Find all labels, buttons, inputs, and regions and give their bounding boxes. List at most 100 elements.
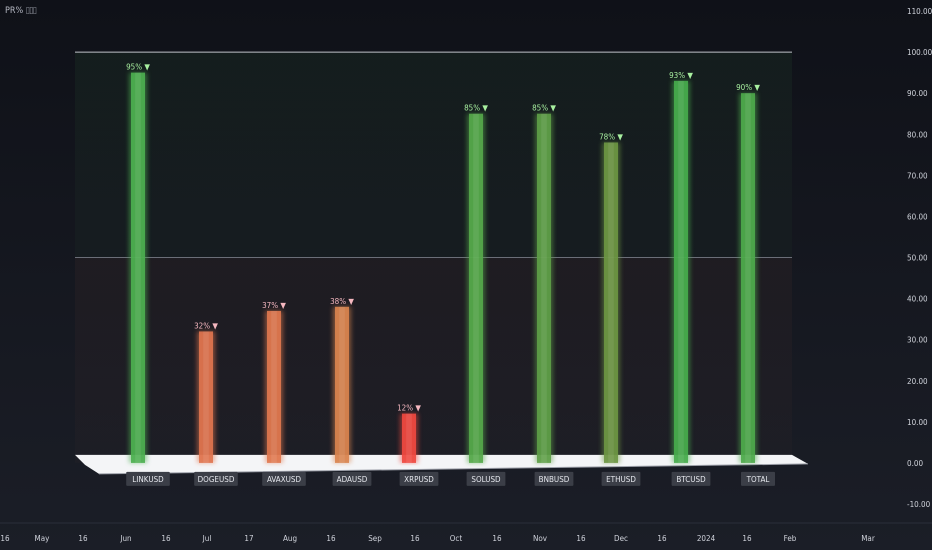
- ticker-label-text: DOGEUSD: [198, 475, 235, 484]
- bar-highlight: [406, 413, 412, 463]
- bar-dogeusd: [199, 331, 213, 463]
- ticker-label-bg: [741, 471, 775, 486]
- value-label: 93% ▼: [669, 71, 693, 80]
- y-axis-labels: 110.00 100.00 90.00 80.00 70.00 60.00 50.00 40.…: [907, 7, 932, 509]
- ticker-label-bg: [534, 471, 574, 486]
- bar-highlight: [745, 93, 751, 463]
- ticker-label-bg: [601, 471, 641, 486]
- bar-highlight: [339, 306, 345, 463]
- ticker-label-bg: [194, 471, 238, 486]
- ticker-label-text: AVAXUSD: [267, 475, 302, 484]
- time-tick-label: Oct: [450, 534, 463, 543]
- time-tick-label: 16: [410, 534, 420, 543]
- ticker-label-bg: [332, 471, 372, 486]
- y-tick-label: 110.00: [907, 7, 932, 16]
- time-tick-label: Sep: [368, 534, 382, 543]
- time-tick-label: Nov: [533, 534, 548, 543]
- time-tick-label: 16: [0, 534, 10, 543]
- ticker-label-text: ETHUSD: [606, 475, 636, 484]
- ticker-label-text: BNBUSD: [539, 475, 570, 484]
- value-label: 37% ▼: [262, 301, 286, 310]
- ticker-label-bg: [466, 471, 506, 486]
- ticker-label-xrpusd: XRPUSD: [399, 471, 439, 486]
- time-tick-label: 16: [657, 534, 667, 543]
- y-tick-label: -10.00: [907, 500, 931, 509]
- bar-highlight: [678, 80, 684, 463]
- ticker-label-adausd: ADAUSD: [332, 471, 372, 486]
- y-tick-label: 10.00: [907, 418, 928, 427]
- value-label: 85% ▼: [464, 104, 488, 113]
- bar-highlight: [608, 142, 614, 463]
- value-label: 85% ▼: [532, 104, 556, 113]
- time-tick-label: Jun: [119, 534, 131, 543]
- indicator-name: PR%: [5, 6, 24, 16]
- time-tick-label: 16: [742, 534, 752, 543]
- value-label: 90% ▼: [736, 83, 760, 92]
- time-tick-label: Mar: [861, 534, 875, 543]
- ticker-label-bg: [126, 471, 170, 486]
- time-tick-label: 17: [244, 534, 253, 543]
- ticker-label-bg: [262, 471, 306, 486]
- bar-bnbusd: [537, 113, 551, 463]
- y-tick-label: 20.00: [907, 377, 928, 386]
- bar-ethusd: [604, 142, 618, 463]
- y-tick-label: 100.00: [907, 48, 932, 57]
- bars: 95% ▼ LINKUSD 32% ▼ DOGEUSD 37% ▼ AVAXUSD 38% …: [126, 63, 775, 486]
- ticker-label-btcusd: BTCUSD: [671, 471, 711, 486]
- ticker-label-dogeusd: DOGEUSD: [194, 471, 238, 486]
- value-label: 32% ▼: [194, 321, 218, 330]
- value-label: 12% ▼: [397, 404, 421, 413]
- ticker-label-bnbusd: BNBUSD: [534, 471, 574, 486]
- ticker-label-solusd: SOLUSD: [466, 471, 506, 486]
- time-tick-label: Dec: [614, 534, 628, 543]
- bar-btcusd: [674, 80, 688, 463]
- y-tick-label: 80.00: [907, 130, 928, 139]
- time-axis: 16 May 16 Jun 16 Jul 17 Aug 16 Sep 16 Oct 16 Nov 16 Dec…: [0, 522, 932, 543]
- bar-total: [741, 93, 755, 463]
- bar-highlight: [271, 310, 277, 463]
- ticker-label-linkusd: LINKUSD: [126, 471, 170, 486]
- bar-highlight: [473, 113, 479, 463]
- time-tick-label: 16: [161, 534, 171, 543]
- bar-xrpusd: [402, 413, 416, 463]
- ticker-label-bg: [399, 471, 439, 486]
- baseline-platform: [75, 454, 809, 475]
- time-tick-label: Feb: [784, 534, 797, 543]
- ticker-label-text: TOTAL: [746, 475, 770, 484]
- ticker-label-text: XRPUSD: [404, 475, 434, 484]
- bar-linkusd: [131, 72, 145, 463]
- value-label: 38% ▼: [330, 297, 354, 306]
- bar-highlight: [135, 72, 141, 463]
- y-tick-label: 60.00: [907, 212, 928, 221]
- y-tick-label: 30.00: [907, 336, 928, 345]
- ticker-label-text: SOLUSD: [471, 475, 501, 484]
- bar-avaxusd: [267, 310, 281, 463]
- ticker-label-total: TOTAL: [741, 471, 775, 486]
- indicator-settings-icon[interactable]: ▯▯▯: [25, 6, 37, 16]
- time-tick-label: 2024: [697, 534, 716, 543]
- ticker-label-text: BTCUSD: [676, 475, 706, 484]
- y-tick-label: 90.00: [907, 89, 928, 98]
- bar-adausd: [335, 306, 349, 463]
- time-tick-label: 16: [576, 534, 586, 543]
- y-tick-label: 0.00: [907, 459, 923, 468]
- time-tick-label: May: [35, 534, 51, 543]
- time-tick-label: 16: [326, 534, 336, 543]
- ticker-label-text: LINKUSD: [132, 475, 164, 484]
- ticker-label-text: ADAUSD: [337, 475, 368, 484]
- time-tick-label: 16: [492, 534, 502, 543]
- bar-highlight: [203, 331, 209, 463]
- time-tick-label: Aug: [283, 534, 297, 543]
- y-tick-label: 40.00: [907, 295, 928, 304]
- y-tick-label: 50.00: [907, 254, 928, 263]
- indicator-title: PR% ▯▯▯: [5, 6, 37, 16]
- baseline-platform-top: [75, 454, 808, 474]
- bar-solusd: [469, 113, 483, 463]
- ticker-label-bg: [671, 471, 711, 486]
- time-tick-label: 16: [78, 534, 88, 543]
- bar-highlight: [541, 113, 547, 463]
- y-tick-label: 70.00: [907, 171, 928, 180]
- time-tick-label: Jul: [202, 534, 212, 543]
- ticker-label-avaxusd: AVAXUSD: [262, 471, 306, 486]
